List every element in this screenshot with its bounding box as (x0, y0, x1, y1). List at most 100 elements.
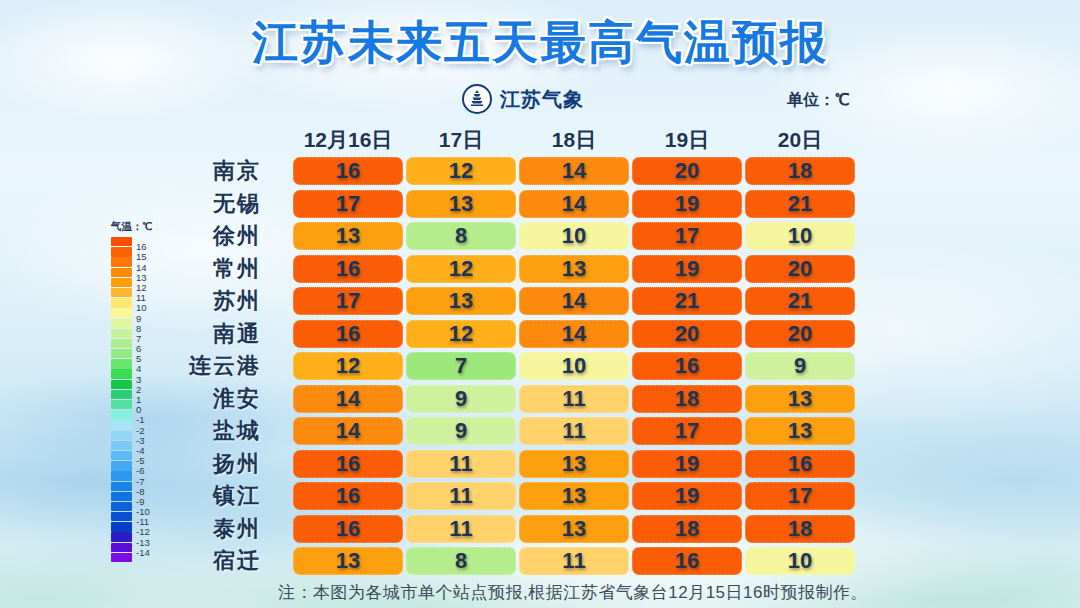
temperature-cell: 17 (745, 482, 855, 510)
legend-tick-label: -14 (136, 548, 150, 558)
temperature-cell: 12 (293, 352, 403, 380)
city-label: 连云港 (183, 352, 290, 380)
legend-entry: 7 (111, 339, 152, 349)
legend-color-swatch (111, 257, 132, 266)
forecast-table: 12月16日17日18日19日20日南京1612142018无锡17131419… (183, 127, 855, 575)
legend-entry: 12 (111, 288, 152, 298)
legend-entry: 8 (111, 329, 152, 339)
temperature-cell: 19 (632, 255, 742, 283)
temperature-cell: 20 (745, 320, 855, 348)
temperature-cell: 14 (519, 287, 629, 315)
temperature-cell: 10 (519, 352, 629, 380)
page-title: 江苏未来五天最高气温预报 (0, 12, 1080, 74)
temperature-cell: 11 (519, 417, 629, 445)
legend-color-swatch (111, 349, 132, 358)
legend-color-swatch (111, 298, 132, 307)
temperature-cell: 11 (406, 450, 516, 478)
corner-spacer (183, 127, 290, 153)
temperature-cell: 7 (406, 352, 516, 380)
temperature-cell: 13 (519, 482, 629, 510)
legend-color-swatch (111, 329, 132, 338)
temperature-cell: 21 (745, 190, 855, 218)
temperature-cell: 17 (293, 190, 403, 218)
legend-color-swatch (111, 441, 132, 450)
legend-color-swatch (111, 237, 132, 246)
legend-color-swatch (111, 288, 132, 297)
temperature-cell: 20 (632, 320, 742, 348)
city-label: 扬州 (183, 450, 290, 478)
temperature-cell: 11 (406, 482, 516, 510)
legend-color-swatch (111, 400, 132, 409)
temperature-cell: 13 (519, 450, 629, 478)
temperature-cell: 19 (632, 450, 742, 478)
city-label: 淮安 (183, 385, 290, 413)
unit-label: 单位：℃ (787, 90, 850, 111)
temperature-cell: 9 (406, 417, 516, 445)
temperature-cell: 20 (745, 255, 855, 283)
temperature-cell: 16 (293, 157, 403, 185)
column-header: 17日 (406, 127, 516, 153)
temperature-cell: 13 (745, 385, 855, 413)
temperature-cell: 16 (632, 547, 742, 575)
temperature-cell: 17 (632, 222, 742, 250)
temperature-cell: 13 (406, 190, 516, 218)
legend-entry: -3 (111, 441, 152, 451)
temperature-cell: 14 (519, 320, 629, 348)
temperature-cell: 9 (745, 352, 855, 380)
legend-color-swatch (111, 461, 132, 470)
temperature-cell: 10 (519, 222, 629, 250)
legend-entry: 9 (111, 319, 152, 329)
legend-color-swatch (111, 492, 132, 501)
legend-color-swatch (111, 522, 132, 531)
temperature-cell: 13 (406, 287, 516, 315)
legend-entry: -8 (111, 492, 152, 502)
legend-color-swatch (111, 512, 132, 521)
temperature-cell: 18 (745, 515, 855, 543)
city-label: 盐城 (183, 417, 290, 445)
city-label: 徐州 (183, 222, 290, 250)
temperature-cell: 16 (293, 255, 403, 283)
temperature-cell: 11 (519, 385, 629, 413)
legend-color-swatch (111, 390, 132, 399)
temperature-cell: 10 (745, 547, 855, 575)
legend-color-swatch (111, 278, 132, 287)
legend-color-swatch (111, 553, 132, 562)
temperature-cell: 19 (632, 190, 742, 218)
temperature-cell: 18 (745, 157, 855, 185)
temperature-cell: 17 (632, 417, 742, 445)
legend-color-swatch (111, 451, 132, 460)
temperature-cell: 12 (406, 320, 516, 348)
legend-color-swatch (111, 247, 132, 256)
legend-entry: -6 (111, 471, 152, 481)
legend-color-swatch (111, 482, 132, 491)
temperature-cell: 17 (293, 287, 403, 315)
temperature-cell: 16 (632, 352, 742, 380)
legend-color-swatch (111, 369, 132, 378)
footnote: 注：本图为各城市单个站点预报,根据江苏省气象台12月15日16时预报制作。 (278, 581, 868, 604)
temperature-cell: 13 (293, 547, 403, 575)
legend-entry: -4 (111, 451, 152, 461)
temperature-cell: 19 (632, 482, 742, 510)
temperature-cell: 16 (293, 320, 403, 348)
city-label: 无锡 (183, 190, 290, 218)
legend-color-swatch (111, 308, 132, 317)
legend-entry: 6 (111, 349, 152, 359)
temperature-cell: 13 (519, 255, 629, 283)
temperature-cell: 13 (519, 515, 629, 543)
city-label: 宿迁 (183, 547, 290, 575)
temperature-cell: 14 (293, 385, 403, 413)
legend-entry: -7 (111, 482, 152, 492)
temperature-cell: 21 (745, 287, 855, 315)
legend-entry: 5 (111, 359, 152, 369)
temperature-cell: 13 (293, 222, 403, 250)
temperature-cell: 12 (406, 157, 516, 185)
legend-color-swatch (111, 420, 132, 429)
legend-color-swatch (111, 410, 132, 419)
legend-color-swatch (111, 319, 132, 328)
temperature-cell: 16 (293, 450, 403, 478)
legend-color-swatch (111, 339, 132, 348)
legend-color-swatch (111, 543, 132, 552)
city-label: 南通 (183, 320, 290, 348)
temperature-cell: 21 (632, 287, 742, 315)
city-label: 南京 (183, 157, 290, 185)
